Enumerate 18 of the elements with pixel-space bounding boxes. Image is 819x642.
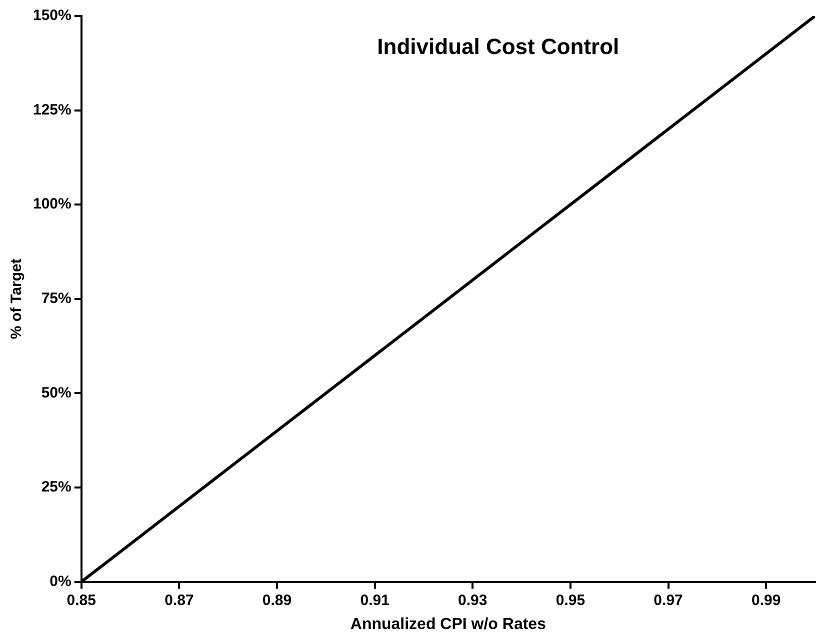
y-tick-label: 25% — [41, 478, 72, 496]
x-tick-label: 0.91 — [360, 592, 390, 609]
x-tick-label: 0.89 — [262, 592, 292, 609]
x-axis-title: Annualized CPI w/o Rates — [350, 616, 546, 633]
y-tick-label: 75% — [41, 290, 72, 308]
y-tick-label: 100% — [32, 196, 72, 213]
y-tick-label: 0% — [50, 572, 72, 590]
y-tick-label: 50% — [41, 384, 72, 402]
x-tick-label: 0.99 — [751, 592, 781, 609]
text: Individual Cost Control — [377, 34, 620, 60]
x-tick-label: 0.97 — [654, 592, 683, 609]
x-tick-label: 0.93 — [458, 592, 488, 609]
x-tick-label: 0.85 — [66, 592, 96, 609]
y-tick-label: 125% — [32, 101, 72, 118]
y-axis-title: % of Target — [8, 258, 26, 340]
x-tick-label: 0.87 — [164, 592, 194, 609]
y-tick-label: 150% — [32, 7, 72, 24]
x-tick-label: 0.95 — [556, 592, 586, 609]
